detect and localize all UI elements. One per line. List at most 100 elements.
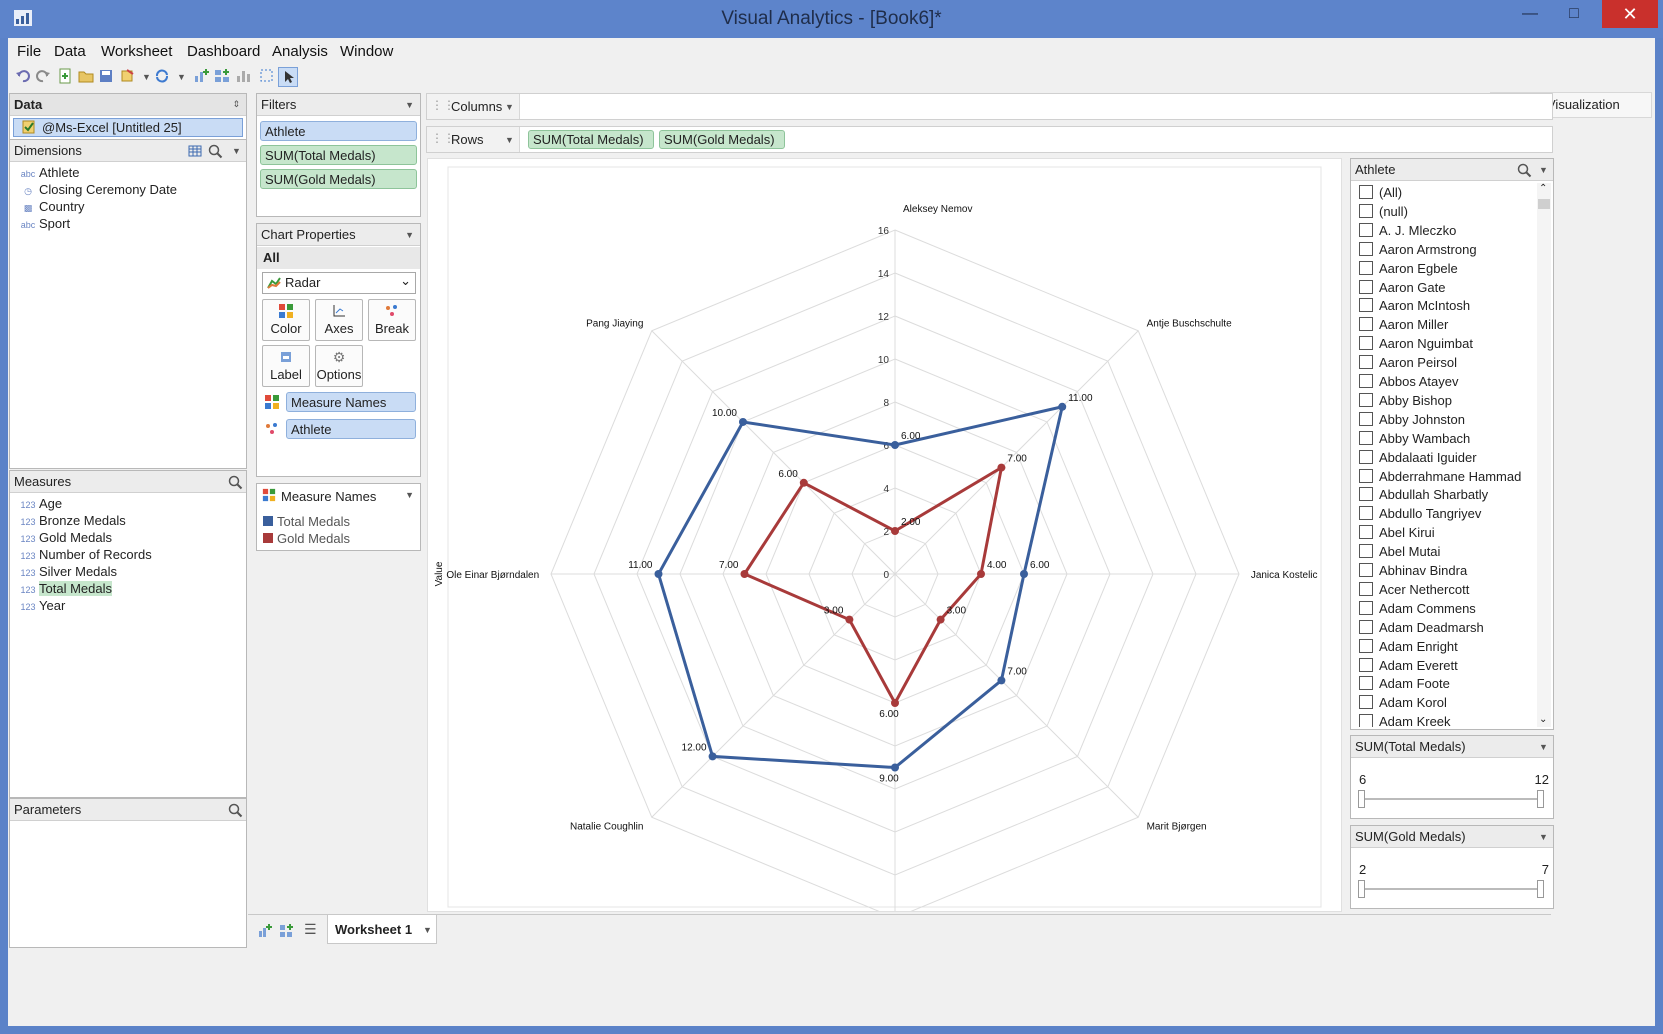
search-icon[interactable]: [228, 803, 243, 818]
measure-gold-medals[interactable]: 123 Gold Medals: [20, 529, 112, 546]
chevron-down-icon[interactable]: ▼: [505, 102, 514, 112]
checkbox[interactable]: [1359, 714, 1373, 727]
athlete-option[interactable]: A. J. Mleczko: [1359, 221, 1456, 240]
checkbox[interactable]: [1359, 203, 1373, 218]
chevron-down-icon[interactable]: ▼: [405, 230, 414, 240]
data-source-icon[interactable]: [119, 67, 137, 85]
checkbox[interactable]: [1359, 336, 1373, 351]
marks-pill-athlete[interactable]: Athlete: [286, 419, 416, 439]
athlete-option[interactable]: Aaron Gate: [1359, 278, 1446, 297]
chevron-down-icon[interactable]: ▼: [1539, 165, 1548, 175]
add-chart-icon[interactable]: [192, 67, 210, 85]
filter-pill-gold-medals[interactable]: SUM(Gold Medals): [260, 169, 417, 189]
refresh-icon[interactable]: [153, 67, 171, 85]
gold-medals-min-handle[interactable]: [1358, 880, 1365, 898]
checkbox[interactable]: [1359, 600, 1373, 615]
measure-total-medals[interactable]: 123 Total Medals: [20, 580, 112, 597]
checkbox[interactable]: [1359, 241, 1373, 256]
rows-pill-total-medals[interactable]: SUM(Total Medals): [528, 130, 654, 149]
chart-type-select[interactable]: Radar ⌄: [262, 272, 416, 294]
chevron-updown-icon[interactable]: ⇕: [232, 99, 240, 109]
athlete-option[interactable]: Aaron McIntosh: [1359, 296, 1470, 315]
checkbox[interactable]: [1359, 638, 1373, 653]
minimize-button[interactable]: —: [1522, 5, 1538, 22]
marks-pill-measure-names[interactable]: Measure Names: [286, 392, 416, 412]
athlete-option[interactable]: Adam Enright: [1359, 637, 1458, 656]
menu-dashboard[interactable]: Dashboard: [187, 43, 261, 60]
checkbox[interactable]: [1359, 506, 1373, 521]
rows-shelf[interactable]: ⋮⋮ Rows ▼ SUM(Total Medals) SUM(Gold Med…: [426, 126, 1553, 153]
menu-data[interactable]: Data: [54, 43, 86, 60]
checkbox[interactable]: [1359, 185, 1373, 199]
checkbox[interactable]: [1359, 411, 1373, 426]
axes-button[interactable]: Axes: [315, 299, 363, 341]
gold-medals-slider-track[interactable]: [1361, 888, 1541, 890]
checkbox[interactable]: [1359, 619, 1373, 634]
maximize-button[interactable]: □: [1569, 5, 1579, 22]
athlete-option[interactable]: (null): [1359, 202, 1408, 221]
athlete-option[interactable]: Abdullo Tangriyev: [1359, 504, 1481, 523]
checkbox[interactable]: [1359, 544, 1373, 559]
add-dashboard-icon[interactable]: [213, 67, 231, 85]
break-button[interactable]: Break: [368, 299, 416, 341]
chevron-down-icon[interactable]: ▼: [142, 72, 151, 82]
checkbox[interactable]: [1359, 430, 1373, 445]
athlete-option[interactable]: Adam Foote: [1359, 674, 1450, 693]
chevron-down-icon[interactable]: ▼: [1539, 742, 1548, 752]
table-view-icon[interactable]: [188, 144, 202, 158]
dimension-athlete[interactable]: abc Athlete: [20, 164, 80, 181]
athlete-option[interactable]: Abel Kirui: [1359, 523, 1435, 542]
search-icon[interactable]: [1517, 163, 1532, 178]
search-icon[interactable]: [228, 475, 243, 490]
athlete-option[interactable]: Adam Everett: [1359, 656, 1458, 675]
chevron-down-icon[interactable]: ▼: [405, 490, 414, 500]
scrollbar-thumb[interactable]: [1538, 199, 1550, 209]
checkbox[interactable]: [1359, 222, 1373, 237]
athlete-option[interactable]: Adam Deadmarsh: [1359, 618, 1484, 637]
legend-item-total-medals[interactable]: Total Medals: [263, 514, 350, 530]
bar-chart-icon[interactable]: [234, 67, 252, 85]
color-button[interactable]: Color: [262, 299, 310, 341]
checkbox[interactable]: [1359, 563, 1373, 577]
data-source-item[interactable]: @Ms-Excel [Untitled 25]: [13, 118, 243, 137]
athlete-option[interactable]: Abby Johnston: [1359, 410, 1465, 429]
checkbox[interactable]: [1359, 468, 1373, 483]
menu-window[interactable]: Window: [340, 43, 394, 60]
athlete-option[interactable]: Abdalaati Iguider: [1359, 448, 1477, 467]
athlete-option[interactable]: Abbos Atayev: [1359, 372, 1459, 391]
athlete-option[interactable]: Aaron Armstrong: [1359, 240, 1477, 259]
athlete-option[interactable]: Abhinav Bindra: [1359, 561, 1467, 580]
measure-year[interactable]: 123 Year: [20, 597, 65, 614]
measure-age[interactable]: 123 Age: [20, 495, 62, 512]
athlete-option[interactable]: Aaron Miller: [1359, 315, 1448, 334]
scroll-up-icon[interactable]: ⌃: [1539, 183, 1548, 194]
new-dashboard-icon[interactable]: [279, 923, 294, 938]
scroll-down-icon[interactable]: ⌄: [1539, 714, 1548, 725]
save-icon[interactable]: [97, 67, 115, 85]
menu-worksheet[interactable]: Worksheet: [101, 43, 173, 60]
checkbox[interactable]: [1359, 298, 1373, 313]
dimension-country[interactable]: ▩ Country: [20, 198, 85, 215]
legend-item-gold-medals[interactable]: Gold Medals: [263, 531, 350, 547]
gold-medals-max-handle[interactable]: [1537, 880, 1544, 898]
chevron-down-icon[interactable]: ▼: [232, 146, 241, 156]
athlete-list-scrollbar[interactable]: ⌃ ⌄: [1537, 183, 1551, 727]
undo-icon[interactable]: [14, 67, 32, 85]
athlete-option[interactable]: Abby Bishop: [1359, 391, 1452, 410]
measure-number-of-records[interactable]: 123 Number of Records: [20, 546, 151, 563]
label-button[interactable]: Label: [262, 345, 310, 387]
pointer-icon[interactable]: [278, 67, 298, 87]
athlete-option[interactable]: Acer Nethercott: [1359, 580, 1469, 599]
menu-analysis[interactable]: Analysis: [272, 43, 328, 60]
select-icon[interactable]: [258, 67, 276, 85]
total-medals-min-handle[interactable]: [1358, 790, 1365, 808]
filter-pill-athlete[interactable]: Athlete: [260, 121, 417, 141]
athlete-option[interactable]: Aaron Egbele: [1359, 259, 1458, 278]
athlete-option[interactable]: Abderrahmane Hammad: [1359, 467, 1521, 486]
athlete-option[interactable]: Abby Wambach: [1359, 429, 1470, 448]
checkbox[interactable]: [1359, 581, 1373, 596]
dimension-closing-ceremony-date[interactable]: ◷ Closing Ceremony Date: [20, 181, 177, 198]
measure-bronze-medals[interactable]: 123 Bronze Medals: [20, 512, 125, 529]
rows-pill-gold-medals[interactable]: SUM(Gold Medals): [659, 130, 785, 149]
tab-worksheet-1[interactable]: Worksheet 1 ▼: [327, 915, 437, 944]
